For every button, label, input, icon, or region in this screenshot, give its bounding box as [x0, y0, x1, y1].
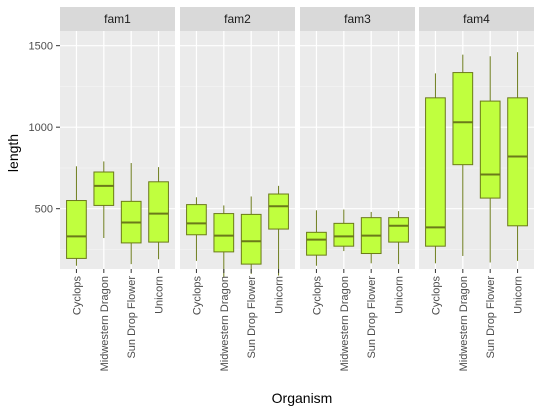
facet-label: fam3	[344, 12, 371, 26]
box-cyclops	[425, 73, 446, 264]
y-tick-label: 1500	[29, 41, 53, 53]
box-unicorn	[148, 167, 169, 260]
facet-fam2: fam2 Cyclops Midwestern Dragon Sun Drop Flo…	[180, 7, 295, 371]
x-tick-label: Unicorn	[154, 276, 166, 314]
facet-strip	[180, 7, 295, 31]
box-midwestern-dragon	[93, 161, 115, 239]
facet-label: fam1	[104, 12, 131, 26]
x-tick-label: Cyclops	[191, 276, 203, 316]
box-unicorn	[507, 52, 528, 261]
y-tick-label: 500	[35, 204, 53, 216]
facet-strip	[60, 7, 175, 31]
x-tick-label: Unicorn	[394, 276, 406, 314]
box-iqr	[186, 204, 207, 236]
box-iqr	[507, 97, 528, 227]
box-iqr	[452, 72, 474, 166]
facet-strip	[419, 7, 534, 31]
x-tick-label: Sun Drop Flower	[366, 276, 378, 359]
box-sun-drop-flower	[120, 163, 142, 265]
x-tick-label: Unicorn	[513, 276, 525, 314]
box-midwestern-dragon	[333, 209, 355, 252]
x-tick-label: Sun Drop Flower	[246, 276, 258, 359]
x-tick-label: Midwestern Dragon	[99, 276, 111, 371]
facet-fam4: fam4 Cyclops Midwestern Dragon Sun Drop Flo…	[419, 7, 534, 371]
facet-strip	[300, 7, 415, 31]
box-sun-drop-flower	[360, 211, 382, 264]
box-iqr	[479, 100, 501, 199]
box-unicorn	[268, 185, 289, 276]
box-cyclops	[66, 166, 87, 266]
x-tick-label: Sun Drop Flower	[485, 276, 497, 359]
y-axis: 500 1000 1500	[29, 41, 60, 216]
box-iqr	[213, 213, 235, 253]
x-axis-title: Organism	[272, 390, 333, 406]
box-iqr	[148, 181, 169, 243]
box-iqr	[240, 213, 262, 265]
facet-panels: fam1 Cyclops Midwestern Dragon Sun Drop Flo…	[60, 7, 534, 371]
x-tick-label: Midwestern Dragon	[339, 276, 351, 371]
x-tick-label: Sun Drop Flower	[126, 276, 138, 359]
box-iqr	[388, 217, 409, 243]
box-midwestern-dragon	[452, 54, 474, 256]
box-cyclops	[186, 197, 207, 261]
y-tick-label: 1000	[29, 122, 53, 134]
facet-label: fam4	[463, 12, 490, 26]
facet-fam3: fam3 Cyclops Midwestern Dragon Sun Drop Flo…	[300, 7, 415, 371]
facet-fam1: fam1 Cyclops Midwestern Dragon Sun Drop Flo…	[60, 7, 175, 371]
box-iqr	[268, 193, 289, 230]
y-axis-title: length	[5, 134, 21, 172]
box-iqr	[425, 97, 446, 247]
x-tick-label: Cyclops	[311, 276, 323, 316]
box-midwestern-dragon	[213, 205, 235, 278]
box-cyclops	[306, 210, 327, 266]
box-iqr	[66, 200, 87, 259]
x-tick-label: Midwestern Dragon	[219, 276, 231, 371]
box-unicorn	[388, 211, 409, 265]
facet-label: fam2	[224, 12, 251, 26]
box-sun-drop-flower	[479, 56, 501, 263]
box-iqr	[306, 231, 327, 256]
x-tick-label: Unicorn	[274, 276, 286, 314]
x-tick-label: Cyclops	[71, 276, 83, 316]
box-iqr	[333, 222, 355, 247]
x-tick-label: Midwestern Dragon	[458, 276, 470, 371]
box-iqr	[93, 171, 115, 206]
x-tick-label: Cyclops	[430, 276, 442, 316]
